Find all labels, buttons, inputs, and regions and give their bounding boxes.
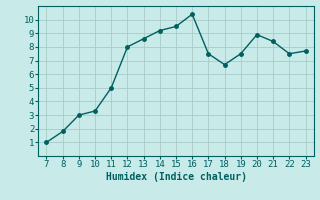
X-axis label: Humidex (Indice chaleur): Humidex (Indice chaleur) (106, 172, 246, 182)
